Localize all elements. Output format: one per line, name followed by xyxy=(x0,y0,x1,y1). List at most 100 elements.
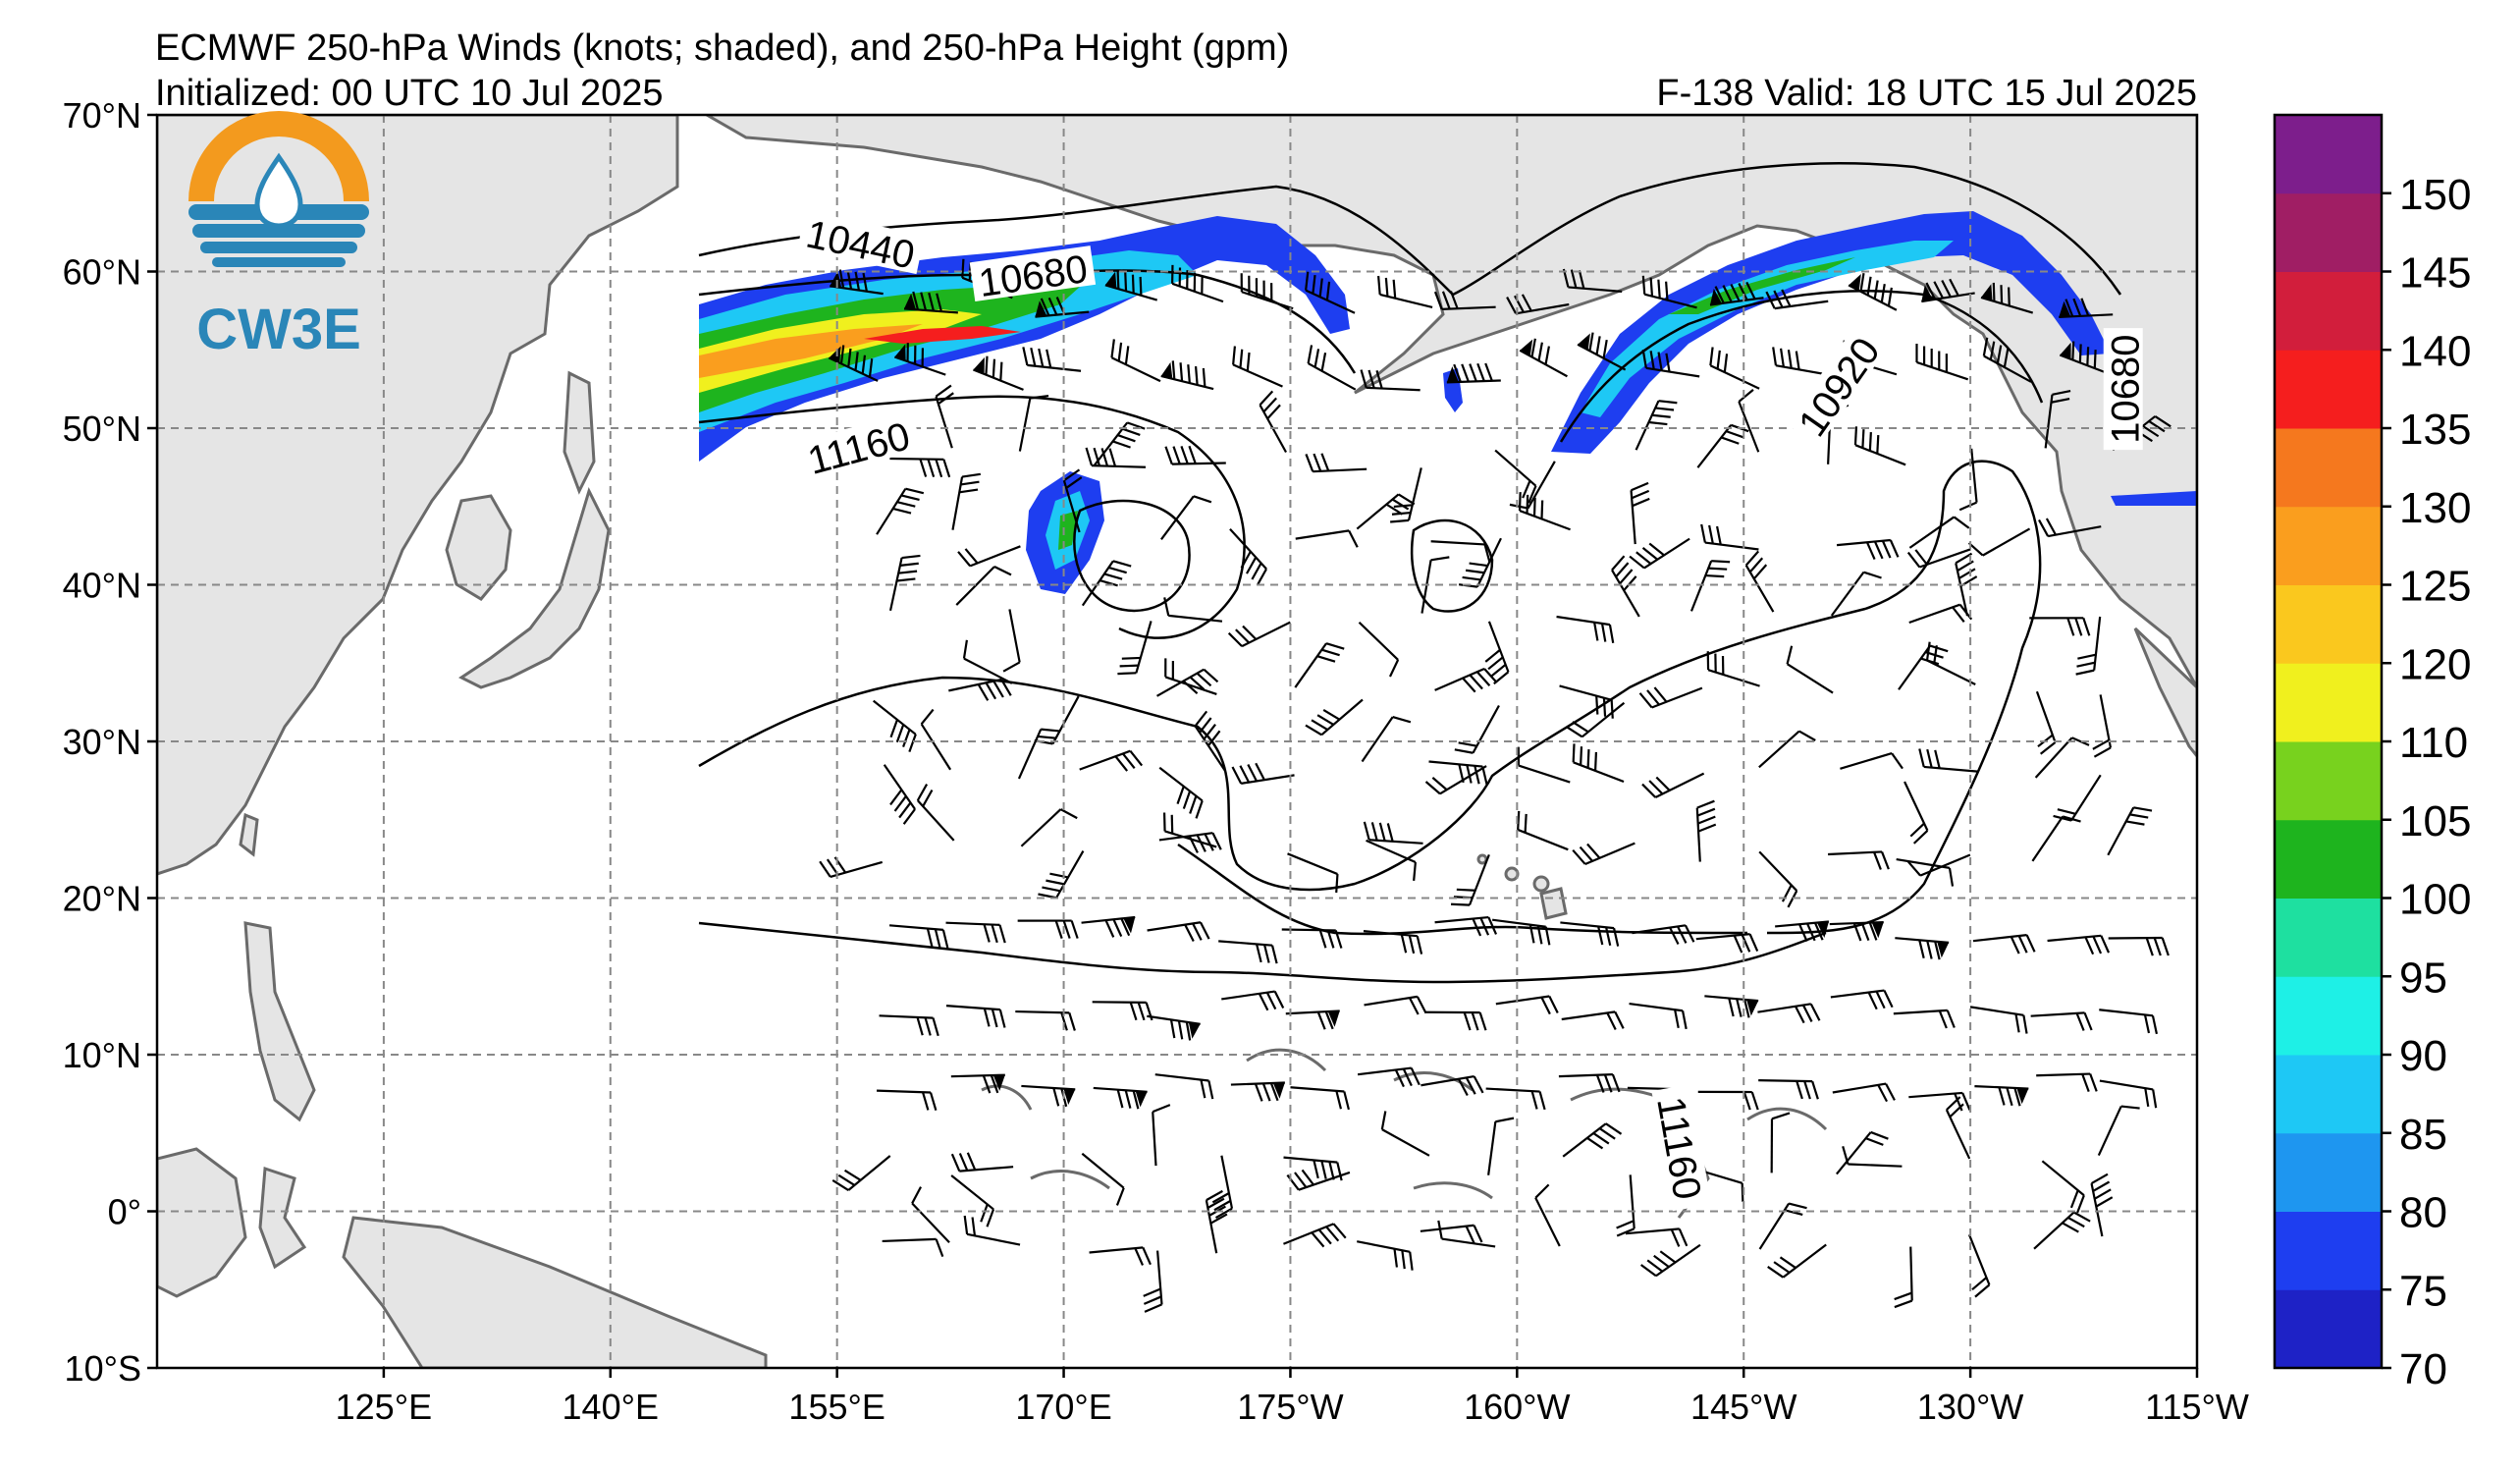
wind-barb xyxy=(1305,271,1356,314)
wind-barb xyxy=(916,784,955,842)
lat-tick-label: 50°N xyxy=(63,409,141,449)
wind-barb xyxy=(948,678,1012,701)
wind-barb xyxy=(1641,349,1700,378)
wind-barb xyxy=(1915,343,1969,381)
wind-barb xyxy=(950,1073,1005,1094)
wind-barb xyxy=(1093,421,1146,466)
wind-barb xyxy=(882,1237,944,1258)
wind-barb xyxy=(1509,461,1556,510)
wind-barb xyxy=(1566,701,1626,738)
wind-barb xyxy=(1556,615,1615,643)
wind-barb xyxy=(1294,642,1345,688)
wind-barb xyxy=(1117,621,1153,676)
colorbar-segment xyxy=(2275,898,2382,977)
wind-barb xyxy=(1562,1122,1623,1158)
land-borneo xyxy=(157,1147,247,1298)
wind-barb xyxy=(1038,849,1085,900)
wind-barb xyxy=(2059,298,2114,319)
land-philippines xyxy=(243,921,316,1122)
logo-drop-icon xyxy=(254,152,303,229)
wind-barb xyxy=(1775,920,1830,943)
wind-barb xyxy=(1757,1003,1821,1024)
wind-barb xyxy=(1017,728,1060,780)
logo-water-band xyxy=(200,242,357,253)
wind-barb xyxy=(828,345,879,382)
wind-barb xyxy=(1495,995,1559,1015)
contour-label: 10680 xyxy=(2103,328,2148,451)
wind-barb xyxy=(883,764,916,825)
colorbar-tick-label: 90 xyxy=(2399,1032,2447,1080)
wind-barb xyxy=(1092,1001,1153,1021)
colorbar-tick-label: 85 xyxy=(2399,1111,2447,1159)
wind-barb xyxy=(830,269,884,296)
cw3e-logo: CW3E xyxy=(188,111,369,361)
wind-barb xyxy=(957,545,1021,568)
wind-barb xyxy=(1022,347,1082,372)
wind-barb xyxy=(1559,684,1614,719)
wind-barb xyxy=(1641,772,1705,799)
wind-barb xyxy=(1433,291,1496,310)
wind-barb xyxy=(1494,449,1537,504)
chart-title: ECMWF 250-hPa Winds (knots; shaded), and… xyxy=(155,27,1290,69)
wind-barb xyxy=(1828,850,1890,870)
wind-barb xyxy=(1832,1082,1896,1103)
wind-barb xyxy=(2030,1011,2093,1031)
colorbar-segment xyxy=(2275,350,2382,429)
colorbar-tick-label: 80 xyxy=(2399,1189,2447,1237)
wind-barb xyxy=(1093,1086,1148,1110)
wind-barb xyxy=(1434,667,1498,693)
wind-barb xyxy=(1517,746,1571,784)
wind-barb xyxy=(1616,1174,1635,1237)
wind-barb xyxy=(962,639,1013,684)
wind-barb xyxy=(1955,552,1978,617)
wind-barb xyxy=(2029,617,2091,636)
wind-barb xyxy=(1517,810,1569,851)
wind-barb xyxy=(1017,919,1079,939)
wind-barb xyxy=(1020,808,1078,847)
wind-barb xyxy=(1430,540,1491,564)
wind-barb xyxy=(1361,716,1412,763)
wind-barb xyxy=(2097,1105,2140,1156)
colorbar-segment xyxy=(2275,976,2382,1056)
lat-tick-label: 30°N xyxy=(63,722,141,762)
wind-barb xyxy=(1143,1250,1163,1313)
lon-tick-label: 170°E xyxy=(1015,1387,1111,1427)
wind-barb xyxy=(1160,360,1214,391)
wind-barb xyxy=(903,291,958,314)
wind-barb xyxy=(1709,281,1764,306)
lat-tick-label: 0° xyxy=(108,1192,141,1232)
lon-tick-label: 130°W xyxy=(1917,1387,2023,1427)
wind-barb xyxy=(1641,275,1697,309)
wind-barb xyxy=(1421,556,1450,614)
colorbar-tick-label: 140 xyxy=(2399,327,2471,375)
wind-barb xyxy=(1158,832,1222,853)
colorbar-tick-label: 145 xyxy=(2399,249,2471,298)
wind-barb xyxy=(2099,1079,2158,1109)
colorbar-segment xyxy=(2275,115,2382,194)
wind-barb xyxy=(1908,1091,1971,1112)
wind-barb xyxy=(1357,1066,1421,1088)
land-sakhalin xyxy=(563,370,596,495)
wind-barb xyxy=(955,566,1012,606)
lat-tick-label: 60°N xyxy=(63,252,141,293)
wind-barb xyxy=(1162,812,1217,848)
wind-barb xyxy=(877,1089,938,1112)
wind-barb xyxy=(1974,1084,2029,1107)
wind-barb xyxy=(1152,1104,1171,1167)
land-new-guinea xyxy=(342,1216,768,1368)
wind-barb xyxy=(2090,1173,2114,1237)
wind-barb xyxy=(1218,940,1278,964)
wind-barb xyxy=(1221,990,1285,1011)
wind-barb xyxy=(973,355,1024,391)
wind-barb xyxy=(1558,1073,1621,1093)
land-baja xyxy=(2133,627,2197,759)
wind-barb xyxy=(1925,641,1976,685)
wind-barb xyxy=(2033,1211,2091,1250)
wind-barb xyxy=(2075,616,2102,676)
wind-barb xyxy=(1283,1156,1343,1181)
lon-tick-label: 145°W xyxy=(1690,1387,1796,1427)
lon-tick-label: 125°E xyxy=(336,1387,432,1427)
wind-barb xyxy=(1002,609,1021,673)
wind-barbs xyxy=(819,258,2171,1313)
